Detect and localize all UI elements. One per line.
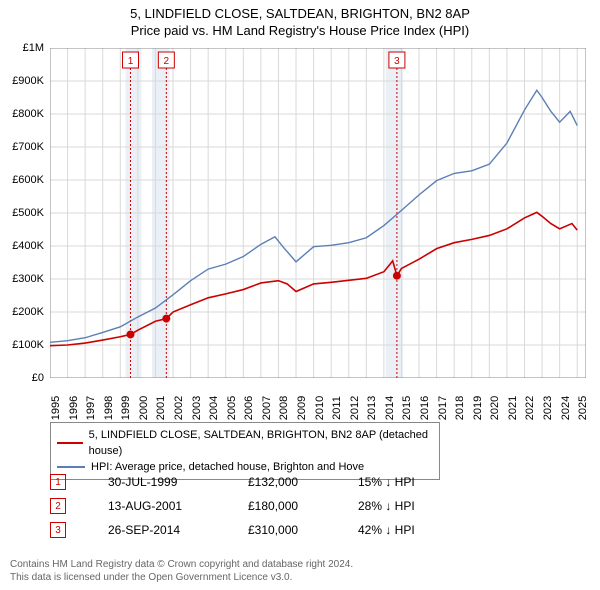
x-tick-label: 2004: [208, 396, 220, 420]
x-tick-label: 2017: [437, 396, 449, 420]
x-tick-label: 2022: [524, 396, 536, 420]
y-tick-label: £100K: [12, 339, 44, 351]
y-tick-label: £400K: [12, 240, 44, 252]
y-tick-label: £900K: [12, 75, 44, 87]
title-address: 5, LINDFIELD CLOSE, SALTDEAN, BRIGHTON, …: [0, 6, 600, 21]
svg-text:3: 3: [394, 56, 400, 67]
x-tick-label: 2011: [331, 396, 343, 420]
x-tick-label: 1996: [68, 396, 80, 420]
x-tick-label: 2006: [243, 396, 255, 420]
x-tick-label: 2005: [226, 396, 238, 420]
y-tick-label: £600K: [12, 174, 44, 186]
y-tick-label: £300K: [12, 273, 44, 285]
y-tick-label: £800K: [12, 108, 44, 120]
y-tick-label: £1M: [23, 42, 44, 54]
table-row: 3 26-SEP-2014 £310,000 42% ↓ HPI: [50, 518, 586, 542]
x-tick-label: 2024: [560, 396, 572, 420]
y-tick-label: £700K: [12, 141, 44, 153]
x-tick-label: 2008: [278, 396, 290, 420]
x-tick-label: 2012: [349, 396, 361, 420]
tx-date: 30-JUL-1999: [108, 475, 248, 489]
tx-number: 2: [55, 501, 61, 512]
tx-price: £310,000: [248, 523, 358, 537]
chart-area: 1 2 3: [50, 48, 586, 378]
table-row: 2 13-AUG-2001 £180,000 28% ↓ HPI: [50, 494, 586, 518]
tx-badge: 3: [50, 522, 66, 538]
footer: Contains HM Land Registry data © Crown c…: [10, 558, 590, 584]
tx-badge: 1: [50, 474, 66, 490]
x-tick-label: 1999: [120, 396, 132, 420]
x-tick-label: 2003: [191, 396, 203, 420]
x-tick-label: 2014: [384, 396, 396, 420]
transaction-table: 1 30-JUL-1999 £132,000 15% ↓ HPI 2 13-AU…: [50, 470, 586, 542]
tx-date: 13-AUG-2001: [108, 499, 248, 513]
tx-diff: 15% ↓ HPI: [358, 475, 488, 489]
tx-price: £132,000: [248, 475, 358, 489]
x-tick-label: 2009: [296, 396, 308, 420]
x-tick-label: 2002: [173, 396, 185, 420]
tx-price: £180,000: [248, 499, 358, 513]
x-tick-label: 2000: [138, 396, 150, 420]
tx-date: 26-SEP-2014: [108, 523, 248, 537]
title-block: 5, LINDFIELD CLOSE, SALTDEAN, BRIGHTON, …: [0, 0, 600, 38]
footer-line: Contains HM Land Registry data © Crown c…: [10, 558, 590, 571]
svg-text:1: 1: [128, 56, 134, 67]
x-tick-label: 2019: [472, 396, 484, 420]
y-tick-label: £200K: [12, 306, 44, 318]
title-subtitle: Price paid vs. HM Land Registry's House …: [0, 23, 600, 38]
x-tick-label: 2021: [507, 396, 519, 420]
tx-diff: 28% ↓ HPI: [358, 499, 488, 513]
legend-swatch: [57, 466, 85, 468]
table-row: 1 30-JUL-1999 £132,000 15% ↓ HPI: [50, 470, 586, 494]
chart-svg: 1 2 3: [50, 48, 586, 378]
x-tick-label: 2007: [261, 396, 273, 420]
tx-number: 3: [55, 525, 61, 536]
tx-diff: 42% ↓ HPI: [358, 523, 488, 537]
x-tick-label: 2018: [454, 396, 466, 420]
x-tick-label: 1995: [50, 396, 62, 420]
x-tick-label: 2016: [419, 396, 431, 420]
x-axis-labels: 1995 1996 1997 1998 1999 2000 2001 2002 2003 2004…: [50, 380, 586, 420]
x-tick-label: 1997: [85, 396, 97, 420]
x-tick-label: 2023: [542, 396, 554, 420]
x-tick-label: 2015: [401, 396, 413, 420]
y-tick-label: £0: [32, 372, 44, 384]
tx-number: 1: [55, 477, 61, 488]
page-root: 5, LINDFIELD CLOSE, SALTDEAN, BRIGHTON, …: [0, 0, 600, 590]
tx-badge: 2: [50, 498, 66, 514]
legend-row: 5, LINDFIELD CLOSE, SALTDEAN, BRIGHTON, …: [57, 427, 433, 459]
footer-line: This data is licensed under the Open Gov…: [10, 571, 590, 584]
x-tick-label: 2010: [314, 396, 326, 420]
svg-text:2: 2: [164, 56, 170, 67]
x-tick-label: 1998: [103, 396, 115, 420]
x-tick-label: 2025: [577, 396, 589, 420]
x-tick-label: 2013: [366, 396, 378, 420]
x-tick-label: 2020: [489, 396, 501, 420]
x-tick-label: 2001: [155, 396, 167, 420]
legend-label: 5, LINDFIELD CLOSE, SALTDEAN, BRIGHTON, …: [89, 427, 433, 459]
y-tick-label: £500K: [12, 207, 44, 219]
y-axis-labels: £0£100K£200K£300K£400K£500K£600K£700K£80…: [0, 48, 48, 378]
legend-swatch: [57, 442, 83, 444]
